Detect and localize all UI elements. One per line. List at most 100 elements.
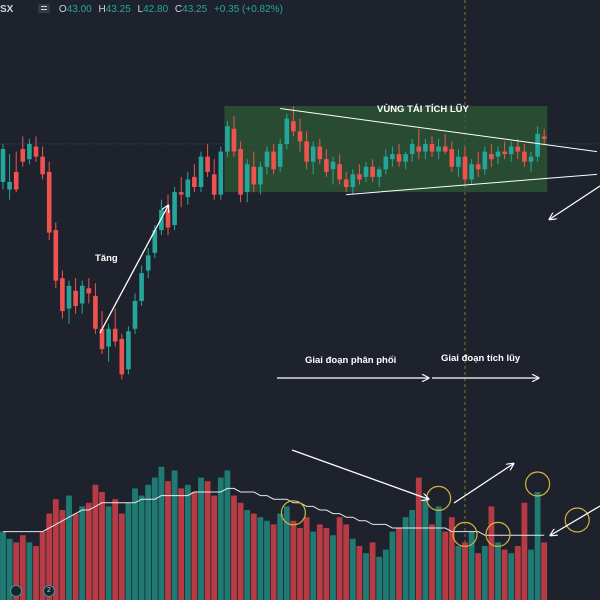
volume-bar: [534, 492, 541, 600]
candle-body: [106, 328, 111, 347]
candlesticks: [0, 106, 547, 380]
volume-bar: [26, 542, 33, 600]
candle-body: [475, 164, 481, 170]
close-label: C: [174, 4, 183, 15]
high-label: H: [98, 4, 106, 15]
candle-body: [297, 131, 303, 142]
candle-body: [535, 133, 540, 157]
volume-bar: [264, 520, 270, 600]
volume-bar: [462, 542, 468, 600]
candle-body: [79, 285, 85, 304]
candle-body: [403, 154, 408, 162]
candle-body: [66, 285, 72, 309]
volume-bar: [231, 495, 237, 600]
candle-body: [145, 255, 151, 271]
event-marker[interactable]: 2: [43, 585, 55, 597]
candle-body: [304, 141, 309, 162]
volume-bar: [6, 538, 13, 600]
candle-body: [93, 295, 98, 329]
volume-decline-arrow: [291, 449, 428, 499]
candle-body: [522, 151, 527, 162]
distribution-phase-label: Giai đoạn phân phối: [305, 355, 397, 366]
volume-bar: [138, 495, 145, 600]
candle-body: [33, 146, 39, 157]
candle-body: [337, 164, 342, 180]
candle-body: [238, 149, 243, 195]
volume-bar: [257, 517, 264, 600]
candle-body: [541, 136, 547, 139]
candle-body: [192, 176, 197, 188]
candle-body: [515, 146, 521, 152]
candle-body: [178, 192, 184, 195]
open-label: O: [58, 4, 67, 15]
volume-bar: [59, 510, 66, 600]
candle-body: [198, 156, 204, 188]
candle-body: [317, 146, 323, 160]
candle-body: [376, 169, 382, 177]
candle-body: [396, 154, 402, 162]
candle-body: [462, 156, 468, 180]
candle-body: [449, 149, 455, 167]
volume-bar: [0, 531, 6, 600]
volume-highlight-circle: [452, 521, 478, 548]
volume-bar: [39, 531, 46, 600]
low-label: L: [137, 4, 144, 15]
volume-bar: [435, 506, 442, 600]
symbol-name[interactable]: SX: [0, 4, 14, 15]
candle-body: [330, 161, 336, 170]
volume-bar: [389, 531, 396, 600]
candle-body: [370, 166, 375, 177]
volume-bar: [297, 528, 303, 600]
volume-bar: [316, 524, 323, 600]
candle-body: [324, 159, 329, 172]
event-marker[interactable]: [10, 585, 22, 597]
volume-bar: [508, 553, 515, 600]
volume-bar: [85, 502, 92, 600]
volume-bar: [178, 488, 185, 600]
volume-bar: [448, 517, 455, 600]
volume-bar: [429, 524, 435, 600]
menu-icon[interactable]: [38, 4, 51, 13]
low-value: 42.80: [143, 4, 169, 15]
volume-bar: [330, 535, 336, 600]
volume-increase-arrow: [453, 464, 513, 504]
candle-body: [528, 156, 534, 162]
volume-highlight-circle: [524, 471, 551, 497]
candle-body: [126, 331, 131, 370]
volume-bar: [217, 477, 224, 600]
candle-body: [46, 171, 52, 233]
candle-body: [489, 154, 494, 160]
candle-body: [132, 300, 138, 329]
candle-body: [264, 151, 270, 167]
volume-bar: [336, 517, 343, 600]
candle-body: [429, 143, 435, 152]
volume-bar: [481, 546, 488, 600]
volume-bar: [495, 542, 501, 600]
volume-bar: [528, 549, 534, 600]
volume-bar: [310, 531, 317, 600]
volume-bar: [541, 542, 548, 600]
candle-body: [165, 209, 171, 228]
volume-bar: [112, 499, 119, 600]
volume-bar: [514, 546, 521, 600]
candle-body: [205, 156, 210, 172]
candle-body: [251, 166, 257, 185]
candle-body: [284, 118, 290, 144]
close-value: 43.25: [182, 4, 208, 15]
volume-bar: [125, 502, 132, 600]
candle-body: [343, 179, 349, 188]
volume-bar: [376, 556, 383, 600]
volume-bar: [132, 488, 138, 600]
volume-bar: [191, 492, 198, 600]
candle-body: [13, 171, 19, 190]
volume-bar: [283, 506, 290, 600]
volume-bar: [250, 513, 257, 600]
candle-body: [231, 128, 237, 152]
candle-body: [20, 149, 26, 162]
volume-bar: [270, 524, 277, 600]
volume-bar: [224, 470, 231, 600]
candle-body: [152, 230, 158, 253]
volume-bar: [323, 528, 330, 600]
volume-bar: [363, 553, 369, 600]
volume-bar: [415, 477, 422, 600]
